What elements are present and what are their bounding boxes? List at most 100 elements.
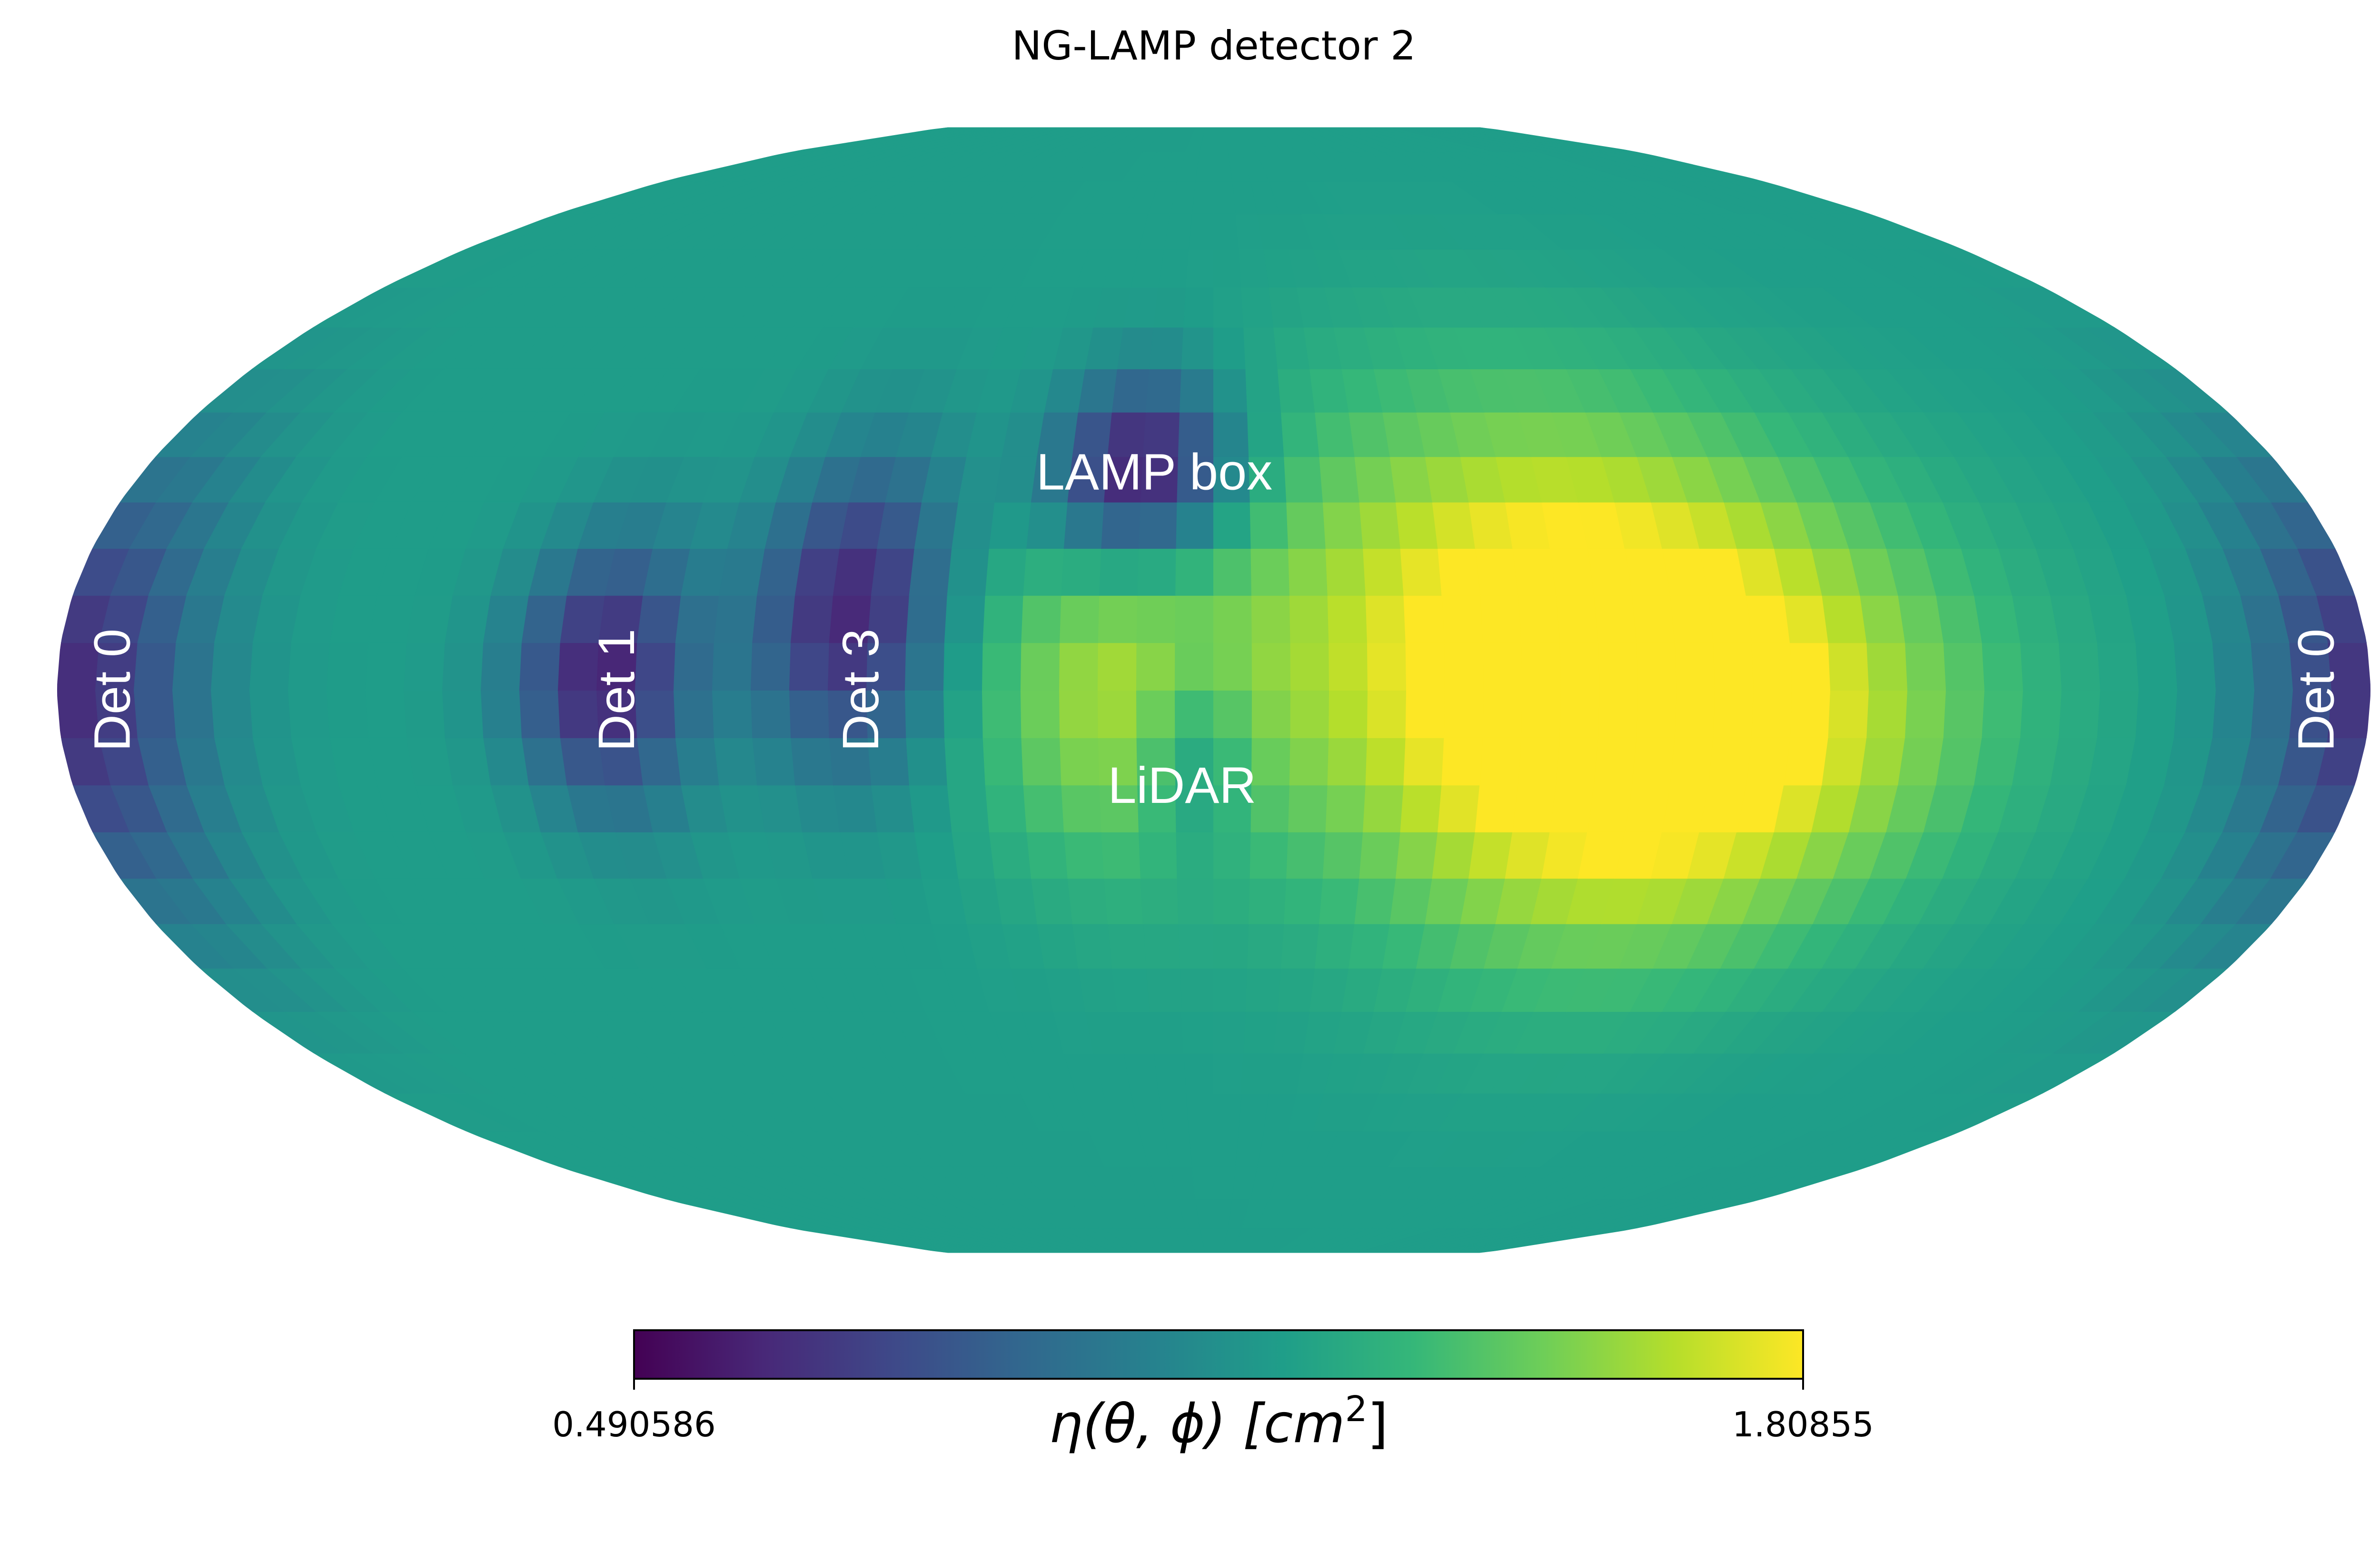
map-cell [172,642,216,691]
map-cell [943,642,984,691]
map-cell [1097,642,1138,691]
map-cell [1327,594,1368,643]
map-cell [1751,690,1793,738]
map-cell [483,737,530,786]
map-cell [1669,737,1714,786]
chart-title: NG-LAMP detector 2 [1012,22,1416,69]
map-cell [1636,690,1677,738]
map-cell [712,642,754,691]
map-cell [1179,968,1214,1012]
map-cell [1250,501,1289,549]
map-cell [1286,831,1327,879]
map-cell [249,690,292,738]
map-cell [1517,594,1560,643]
map-cell [1213,287,1245,328]
map-cell [1898,737,1944,786]
map-cell [1327,737,1368,786]
map-cell [1251,642,1292,691]
map-cell [790,737,834,786]
map-cell [1174,642,1214,691]
map-cell [1026,501,1069,549]
map-cell [1213,878,1251,924]
map-cell [1251,737,1291,786]
map-cell [1136,594,1177,643]
map-cell [1145,968,1182,1012]
map-cell [1636,642,1677,691]
map-cell [1322,501,1364,549]
map-cell [675,594,720,643]
map-cell [1241,1052,1275,1094]
map-cell [483,594,530,643]
map-cell [1905,642,1947,691]
map-cell [1828,690,1870,738]
map-cell [442,690,485,738]
map-cell [1444,642,1485,691]
map-cell [789,642,830,691]
map-cell [1111,368,1150,413]
map-cell [1319,456,1360,503]
map-cell [909,784,953,832]
map-cell [1284,456,1324,503]
map-cell [1037,923,1080,969]
map-cell [445,737,492,786]
map-cell [1325,784,1367,832]
map-cell [1097,690,1138,738]
map-cell [1982,690,2024,738]
map-cell [1631,737,1676,786]
map-cell [943,690,984,738]
map-cell [1400,784,1443,832]
map-cell [1191,1166,1214,1200]
map-cell [1363,784,1405,832]
map-cell [1479,737,1522,786]
map-cell [1559,642,1600,691]
map-cell [1136,642,1176,691]
map-cell [1828,642,1870,691]
map-cell [982,642,1022,691]
map-cell [1213,213,1240,250]
map-cell [673,642,715,691]
map-cell [1020,642,1061,691]
map-cell [1245,368,1282,413]
map-cell [2020,642,2063,691]
map-cell [1213,368,1249,413]
colorbar-label: η(θ, ϕ) [cm2] [1049,1389,1388,1455]
map-cell [1359,831,1401,879]
map-cell [1142,923,1181,969]
map-cell [1078,368,1119,413]
map-cell [1213,548,1252,596]
map-cell [1789,690,1832,738]
map-cell [794,784,841,832]
map-cell [1026,831,1069,879]
region-label: Det 3 [832,629,889,751]
region-label: Det 0 [83,629,141,751]
map-cell [1482,642,1523,691]
map-cell [989,501,1032,549]
map-cell [480,690,523,738]
map-cell [519,690,561,738]
map-cell [952,501,996,549]
map-cell [1250,784,1290,832]
map-cell [1359,501,1401,549]
map-cell [1290,690,1330,738]
map-cell [1479,594,1522,643]
map-cell [994,878,1038,924]
map-cell [909,548,953,596]
map-cell [750,690,792,738]
map-cell [210,690,254,738]
map-cell [1153,1052,1187,1094]
map-cell [947,784,990,832]
map-cell [2135,642,2179,691]
map-cell [1593,594,1637,643]
map-cell [1179,368,1214,413]
map-cell [1138,831,1178,879]
map-cell [1111,968,1150,1012]
map-cell [714,737,758,786]
map-cell [1475,548,1519,596]
map-cell [985,784,1028,832]
map-cell [1251,594,1291,643]
map-cell [982,690,1022,738]
map-cell [1520,690,1562,738]
map-cell [1137,548,1177,596]
map-cell [2212,690,2256,738]
map-cell [1213,923,1250,969]
